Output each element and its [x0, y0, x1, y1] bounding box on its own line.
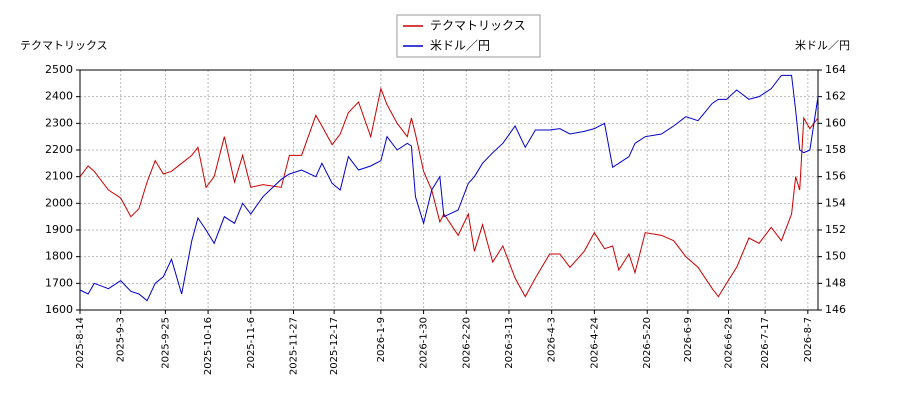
y-tick-label: 1700: [45, 276, 73, 289]
y2-tick-label: 164: [825, 63, 846, 76]
x-tick-label: 2026-7-17: [760, 317, 771, 369]
series-line: [79, 86, 819, 298]
y2-tick-label: 152: [825, 223, 846, 236]
x-tick-label: 2025-9-25: [160, 317, 171, 369]
y-tick-label: 1800: [45, 250, 73, 263]
y-tick-label: 2100: [45, 170, 73, 183]
series-line: [79, 74, 819, 302]
x-tick-label: 2025-11-27: [288, 317, 299, 375]
y-tick-label: 2000: [45, 196, 73, 209]
y2-tick-label: 162: [825, 90, 846, 103]
y-tick-label: 2400: [45, 90, 73, 103]
y-tick-label: 2500: [45, 63, 73, 76]
y2-tick-label: 154: [825, 196, 846, 209]
x-tick-label: 2026-3-13: [504, 317, 515, 369]
x-tick-label: 2026-2-20: [461, 317, 472, 369]
y2-tick-label: 146: [825, 303, 846, 316]
y2-tick-label: 150: [825, 250, 846, 263]
y2-tick-label: 158: [825, 143, 846, 156]
y2-tick-label: 160: [825, 116, 846, 129]
x-tick-label: 2025-9-3: [116, 317, 127, 362]
x-tick-label: 2026-4-3: [547, 317, 558, 362]
legend-box: [396, 14, 541, 58]
y2-tick-label: 156: [825, 170, 846, 183]
y-tick-label: 2200: [45, 143, 73, 156]
x-tick-label: 2026-1-9: [376, 317, 387, 362]
x-tick-label: 2025-8-14: [75, 317, 86, 369]
plot-frame: [79, 69, 819, 311]
x-tick-label: 2026-1-30: [419, 317, 430, 369]
x-tick-label: 2026-6-9: [683, 317, 694, 362]
y-tick-label: 1900: [45, 223, 73, 236]
x-tick-label: 2025-11-6: [246, 317, 257, 369]
x-tick-label: 2026-8-7: [803, 317, 814, 362]
x-tick-label: 2025-12-17: [329, 317, 340, 375]
x-tick-label: 2025-10-16: [203, 317, 214, 375]
x-tick-label: 2026-4-24: [589, 317, 600, 369]
y2-axis-label: 米ドル／円: [795, 39, 850, 52]
x-tick-label: 2026-5-20: [642, 317, 653, 369]
x-tick-label: 2026-6-29: [724, 317, 735, 369]
y-tick-label: 1600: [45, 303, 73, 316]
legend-label: テクマトリックス: [430, 19, 526, 33]
y2-tick-label: 148: [825, 276, 846, 289]
legend-label: 米ドル／円: [430, 39, 490, 53]
y-tick-label: 2300: [45, 116, 73, 129]
y-axis-label: テクマトリックス: [20, 39, 108, 52]
